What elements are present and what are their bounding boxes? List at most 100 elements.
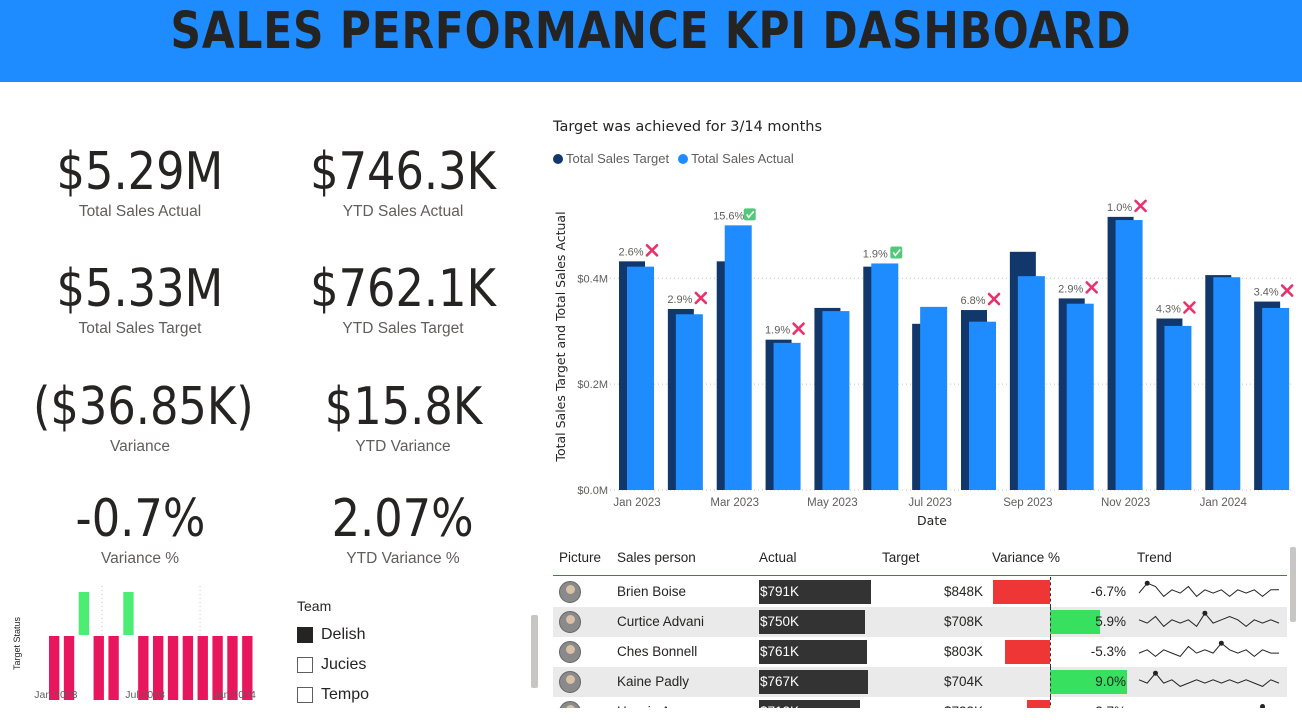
bar-actual[interactable]: [1115, 220, 1143, 490]
variance-value: -2.7%: [1091, 704, 1126, 708]
miss-x-icon: [1183, 301, 1196, 314]
target-value: $733K: [944, 704, 983, 708]
actual-value: $712K: [760, 704, 799, 708]
team-slicer: Team Delish Jucies Tempo: [297, 598, 369, 710]
table-scrollbar-thumb[interactable]: [1290, 547, 1296, 622]
bar-actual[interactable]: [822, 311, 850, 490]
bar-actual[interactable]: [773, 342, 801, 490]
bar-actual[interactable]: [675, 314, 703, 490]
sales-person-name: Curtice Advani: [617, 614, 705, 629]
team-option-jucies[interactable]: Jucies: [297, 650, 369, 680]
variance-value: 9.0%: [1095, 674, 1126, 689]
x-axis-label: Date: [917, 513, 947, 528]
kpi-label: Variance: [109, 438, 171, 455]
trend-sparkline: [1138, 580, 1279, 598]
team-option-delish[interactable]: Delish: [297, 620, 369, 650]
sales-person-name: Kaine Padly: [617, 674, 690, 689]
table-row[interactable]: Kaine Padly $767K $704K 9.0%: [553, 667, 1287, 697]
actual-data-bar: [759, 640, 867, 664]
sales-target-vs-actual-chart[interactable]: $0.0M $0.2M $0.4M Total Sales Target and To…: [548, 175, 1300, 533]
legend-label-target[interactable]: Total Sales Target: [566, 151, 670, 166]
bar-actual[interactable]: [871, 263, 899, 490]
bar-actual[interactable]: [1213, 277, 1241, 490]
bar-actual[interactable]: [969, 321, 996, 490]
column-header-actual[interactable]: Actual: [759, 550, 797, 565]
kpi-total-sales-target: $5.33M Total Sales Target: [15, 258, 265, 338]
x-tick-label: Mar 2023: [710, 497, 759, 509]
y-tick-label: $0.0M: [577, 485, 608, 497]
checkbox-unchecked[interactable]: [297, 657, 313, 673]
trend-sparkline: [1259, 704, 1266, 708]
bar-actual[interactable]: [1262, 307, 1290, 490]
scrollbar-thumb[interactable]: [531, 615, 538, 688]
miss-x-icon: [1280, 284, 1294, 297]
status-bar-miss[interactable]: [227, 636, 238, 700]
page-title: SALES PERFORMANCE KPI DASHBOARD: [170, 2, 1132, 61]
x-tick-label: Nov 2023: [1101, 497, 1150, 509]
table-row[interactable]: Hussin Augar $712K $733K -2.7%: [553, 697, 1287, 708]
status-bar-miss[interactable]: [108, 636, 119, 700]
kpi-label: Variance %: [100, 550, 180, 567]
miss-x-icon: [694, 291, 708, 305]
kpi-value: ($36.85K): [32, 377, 254, 437]
checkbox-unchecked[interactable]: [297, 687, 313, 703]
target-value: $848K: [944, 584, 984, 599]
kpi-value: -0.7%: [75, 489, 205, 549]
data-label-variance: 1.0%: [1107, 202, 1132, 214]
target-value: $708K: [944, 614, 984, 629]
bar-actual[interactable]: [1066, 303, 1094, 490]
status-bar-miss[interactable]: [138, 636, 149, 700]
legend-label-actual[interactable]: Total Sales Actual: [691, 151, 794, 166]
actual-value: $750K: [760, 614, 800, 629]
kpi-label: YTD Variance %: [346, 550, 460, 567]
column-header-trend[interactable]: Trend: [1137, 550, 1172, 565]
status-bar-hit[interactable]: [78, 592, 90, 635]
bar-actual[interactable]: [724, 225, 752, 490]
achieved-check-icon: [890, 246, 903, 259]
kpi-value: $15.8K: [324, 377, 482, 437]
trend-sparkline: [1138, 670, 1280, 687]
header-banner: SALES PERFORMANCE KPI DASHBOARD: [0, 0, 1302, 82]
table-row[interactable]: Curtice Advani $750K $708K 5.9%: [553, 607, 1287, 637]
status-bar-miss[interactable]: [49, 636, 60, 700]
achieved-check-icon: [743, 208, 756, 221]
status-bar-miss[interactable]: [197, 636, 208, 700]
kpi-value: 2.07%: [331, 489, 475, 549]
bar-actual[interactable]: [1164, 325, 1192, 490]
column-header-sales-person[interactable]: Sales person: [617, 550, 696, 565]
sales-person-name: Hussin Augar: [617, 704, 697, 708]
status-bar-miss[interactable]: [182, 636, 194, 700]
status-bar-miss[interactable]: [93, 636, 104, 700]
status-bar-hit[interactable]: [123, 592, 134, 635]
data-label-variance: 15.6%: [713, 210, 744, 222]
table-row[interactable]: Brien Boise $791K $848K -6.7%: [553, 577, 1287, 607]
data-label-variance: 1.9%: [765, 325, 790, 337]
status-bar-miss[interactable]: [242, 636, 253, 700]
legend-marker-actual: [678, 153, 689, 164]
variance-data-bar: [1026, 700, 1050, 708]
bar-actual[interactable]: [627, 266, 654, 490]
variance-data-bar: [1004, 640, 1050, 664]
miss-x-icon: [1085, 281, 1099, 294]
bar-actual[interactable]: [1017, 276, 1045, 490]
variance-zero-axis: [1050, 637, 1051, 667]
team-option-tempo[interactable]: Tempo: [297, 680, 369, 710]
status-bar-miss[interactable]: [212, 636, 223, 700]
column-header-variance[interactable]: Variance %: [992, 550, 1061, 565]
table-row[interactable]: Ches Bonnell $761K $803K -5.3%: [553, 637, 1287, 667]
bar-actual[interactable]: [920, 306, 948, 490]
y-tick-label: $0.2M: [577, 379, 608, 391]
status-bar-miss[interactable]: [153, 636, 164, 700]
variance-value: -5.3%: [1090, 644, 1126, 659]
data-label-variance: 2.9%: [1058, 283, 1083, 295]
column-header-picture[interactable]: Picture: [559, 550, 602, 565]
target-status-chart[interactable]: Target Status Jan 2023 Jul 2023 Jan 2024: [0, 580, 265, 710]
team-option-label: Tempo: [321, 686, 370, 703]
checkbox-checked[interactable]: [297, 627, 313, 643]
column-header-target[interactable]: Target: [882, 550, 920, 565]
sales-person-name: Brien Boise: [617, 584, 687, 599]
status-bar-miss[interactable]: [63, 636, 75, 700]
actual-value: $791K: [760, 584, 800, 599]
status-bar-miss[interactable]: [167, 636, 179, 700]
x-tick-label: Jan 2024: [213, 689, 256, 701]
